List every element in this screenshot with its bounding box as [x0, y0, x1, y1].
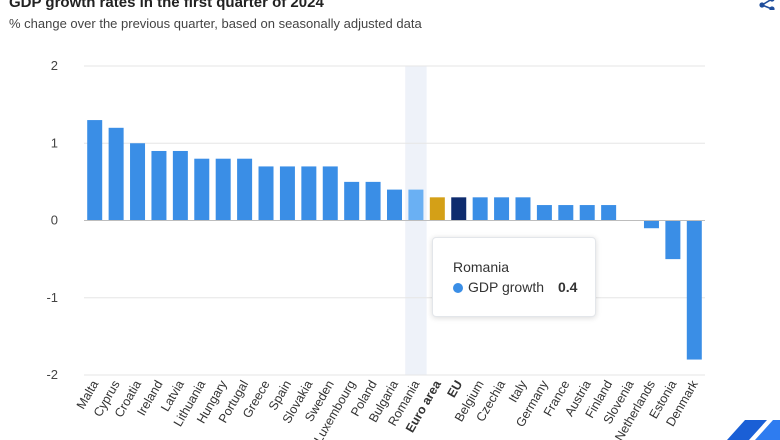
bar	[301, 166, 317, 221]
y-tick-label: 0	[51, 213, 58, 228]
bar	[515, 197, 531, 221]
y-tick-label: 2	[51, 58, 58, 73]
tooltip-category: Romania	[453, 259, 510, 275]
bar	[322, 166, 338, 221]
bar	[194, 158, 210, 221]
bar	[472, 197, 488, 221]
bar	[172, 150, 188, 221]
x-tick-label: EU	[445, 378, 466, 400]
bar	[387, 189, 402, 221]
bar	[151, 150, 167, 221]
bar	[237, 158, 253, 221]
bar	[494, 197, 510, 221]
bar	[451, 197, 467, 221]
bar	[258, 166, 274, 221]
bar	[279, 166, 295, 221]
tooltip: Romania GDP growth 0.4	[432, 237, 596, 317]
bar	[579, 205, 595, 221]
bar	[686, 220, 702, 360]
chart-subtitle: % change over the previous quarter, base…	[9, 16, 422, 31]
bar	[365, 181, 381, 221]
corner-logo	[727, 420, 780, 440]
y-tick-label: 1	[51, 135, 58, 150]
chart-title: GDP growth rates in the first quarter of…	[9, 0, 324, 11]
share-icon[interactable]	[758, 0, 776, 10]
bar	[429, 197, 445, 221]
bar	[344, 181, 360, 221]
bar	[643, 220, 659, 229]
tooltip-value: 0.4	[558, 279, 578, 295]
bar	[665, 220, 681, 260]
bar	[130, 143, 146, 221]
tooltip-series-name: GDP growth	[468, 279, 544, 295]
bar	[215, 158, 231, 221]
bar	[601, 205, 617, 221]
bar	[408, 189, 424, 221]
y-tick-label: -1	[46, 290, 58, 305]
tooltip-series-dot	[453, 283, 463, 293]
bar	[108, 127, 124, 221]
bar	[536, 205, 552, 221]
bar	[87, 120, 103, 221]
bar	[558, 205, 574, 221]
y-tick-label: -2	[46, 367, 58, 382]
